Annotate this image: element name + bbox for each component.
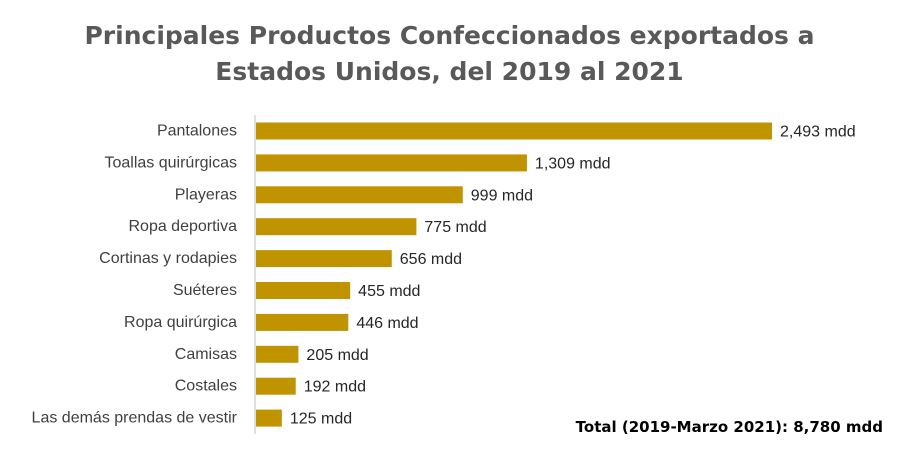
category-label: Suéteres <box>173 282 237 299</box>
category-label: Ropa deportiva <box>128 218 237 235</box>
value-label: 192 mdd <box>304 379 366 396</box>
value-label: 656 mdd <box>400 251 462 268</box>
chart-title: Principales Productos Confeccionados exp… <box>0 18 899 90</box>
category-label: Las demás prendas de vestir <box>32 410 238 427</box>
bars-group <box>256 122 772 427</box>
category-label: Cortinas y rodapies <box>99 250 237 267</box>
category-label: Pantalones <box>157 123 237 140</box>
category-label: Toallas quirúrgicas <box>104 154 237 171</box>
chart-title-line-1: Principales Productos Confeccionados exp… <box>84 21 815 50</box>
bar <box>256 122 772 140</box>
value-label: 125 mdd <box>290 411 352 428</box>
category-label: Ropa quirúrgica <box>124 314 237 331</box>
value-label: 2,493 mdd <box>780 124 856 141</box>
bar <box>256 377 296 395</box>
value-label: 775 mdd <box>424 219 486 236</box>
category-label: Costales <box>175 378 237 395</box>
bar <box>256 186 463 204</box>
value-label: 446 mdd <box>356 315 418 332</box>
chart-title-line-2: Estados Unidos, del 2019 al 2021 <box>215 57 684 86</box>
bar <box>256 250 392 268</box>
bar <box>256 282 351 299</box>
category-label: Playeras <box>175 186 237 203</box>
category-label: Camisas <box>175 346 237 363</box>
category-labels-group: Pantalones Toallas quirúrgicas Playeras Rop… <box>32 123 238 427</box>
total-note: Total (2019-Marzo 2021): 8,780 mdd <box>575 418 883 436</box>
bar <box>256 154 527 172</box>
bar <box>256 313 349 331</box>
bar <box>256 409 282 427</box>
bar <box>256 345 299 363</box>
value-label: 999 mdd <box>471 187 533 204</box>
value-label: 205 mdd <box>306 347 368 364</box>
value-label: 455 mdd <box>358 283 420 300</box>
bar <box>256 218 417 236</box>
value-label: 1,309 mdd <box>535 155 611 172</box>
